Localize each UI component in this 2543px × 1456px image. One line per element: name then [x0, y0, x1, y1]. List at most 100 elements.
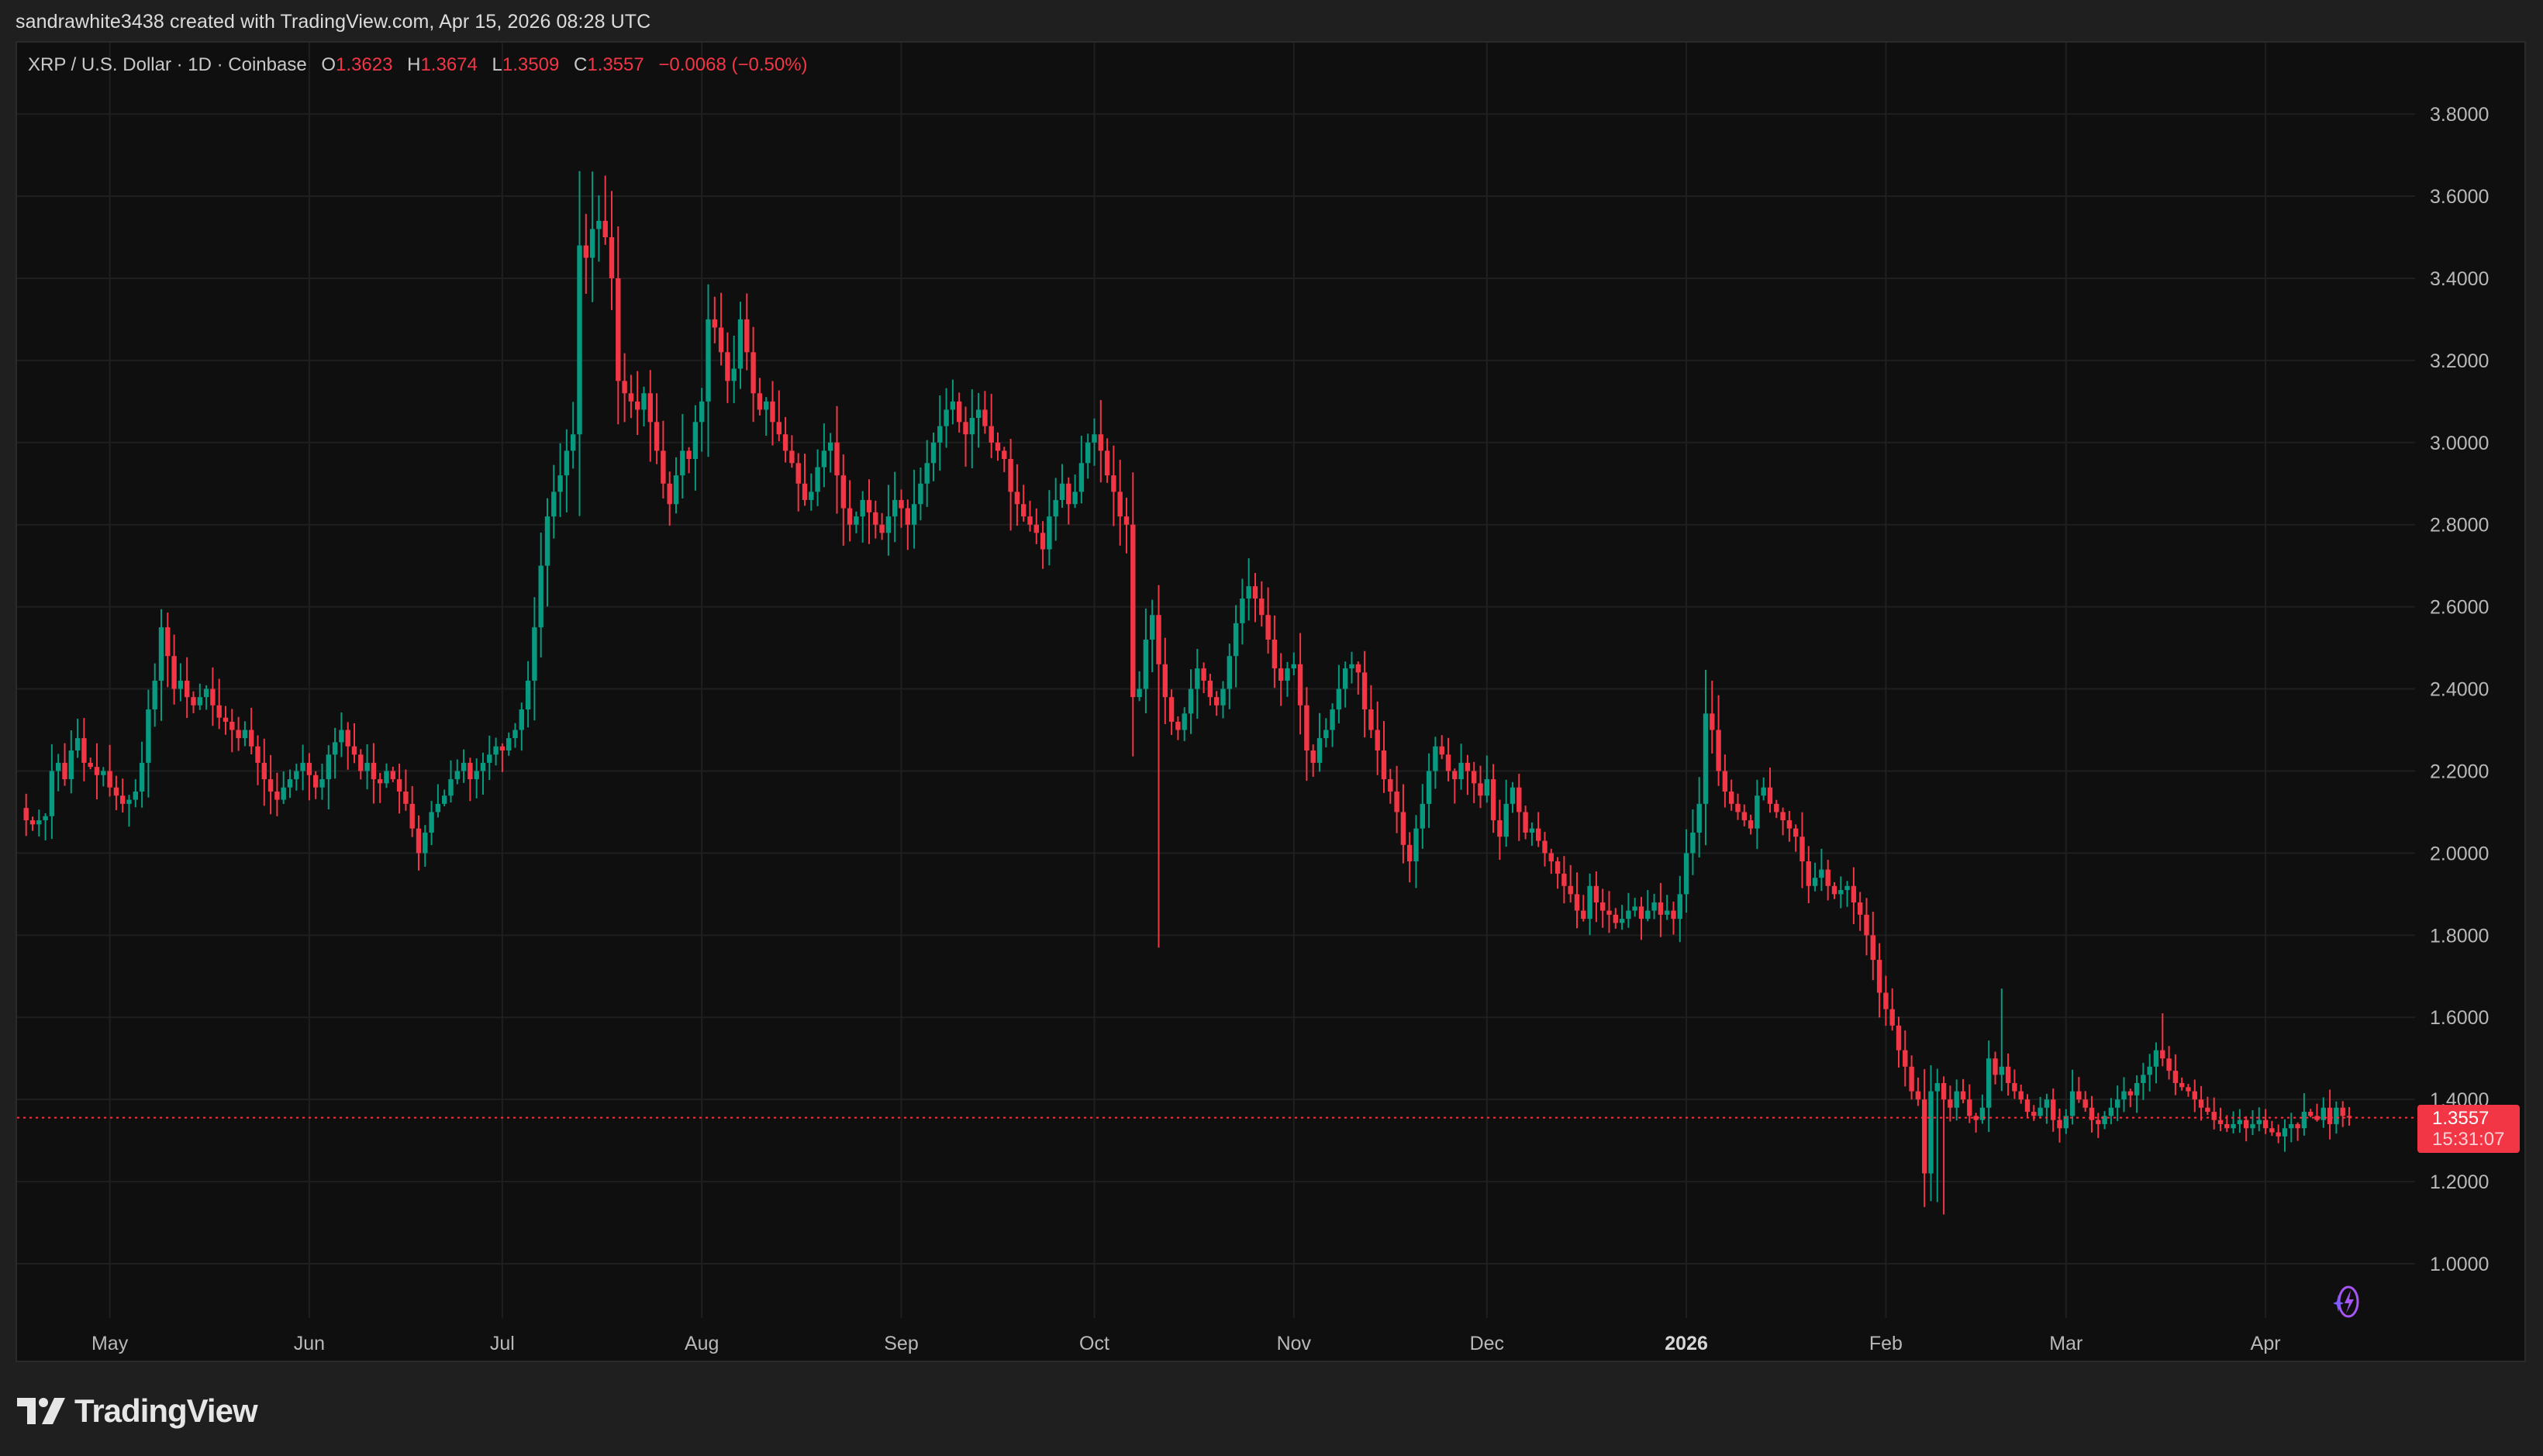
candle	[525, 680, 531, 710]
time-axis-label: Jul	[490, 1333, 515, 1354]
bar-countdown: 15:31:07	[2432, 1129, 2505, 1150]
candle	[1741, 812, 1747, 821]
last-price: 1.3557	[2432, 1108, 2490, 1129]
candle	[210, 688, 216, 706]
candle	[2186, 1087, 2191, 1092]
tradingview-logo[interactable]: TradingView	[17, 1392, 258, 1430]
candle	[390, 771, 395, 780]
candle	[532, 627, 537, 681]
candle	[544, 516, 550, 566]
candle	[120, 795, 126, 804]
candle	[538, 565, 543, 628]
candle	[1819, 869, 1824, 878]
tradingview-logo-icon	[17, 1398, 65, 1424]
candle	[854, 516, 859, 525]
candle	[229, 721, 235, 730]
candle	[975, 409, 982, 419]
candle	[2224, 1123, 2230, 1129]
candle	[1368, 709, 1374, 730]
candle	[589, 229, 595, 258]
symbol-title[interactable]: XRP / U.S. Dollar · 1D · Coinbase	[28, 54, 307, 75]
candle	[1729, 791, 1734, 804]
time-axis-label: 2026	[1665, 1333, 1708, 1354]
candle	[828, 442, 833, 451]
candle	[493, 746, 499, 755]
candle	[1503, 803, 1509, 837]
candle	[133, 791, 138, 800]
candle	[1677, 894, 1682, 919]
candle	[2134, 1082, 2140, 1095]
candle	[782, 434, 788, 451]
candle	[2005, 1066, 2011, 1083]
candle	[396, 779, 402, 792]
candle	[49, 771, 55, 816]
ai-assistant-lightning-icon[interactable]	[2323, 1282, 2369, 1321]
candle	[351, 746, 357, 755]
candle	[2198, 1099, 2204, 1108]
candle	[635, 401, 640, 410]
candle	[2166, 1058, 2172, 1071]
candle	[1645, 910, 1651, 919]
candle	[409, 803, 415, 829]
candle	[1568, 885, 1573, 895]
candle	[1967, 1099, 1972, 1116]
candle	[2057, 1120, 2062, 1129]
candle	[1581, 910, 1586, 919]
candle	[1574, 894, 1580, 911]
candle	[2082, 1099, 2088, 1108]
candle	[1587, 885, 1592, 919]
price-axis-label: 3.4000	[2430, 268, 2489, 290]
candle	[1465, 762, 1471, 771]
price-axis-label: 2.2000	[2430, 761, 2489, 782]
candle	[950, 401, 956, 410]
candle	[911, 504, 917, 525]
candle	[963, 422, 968, 435]
candle	[1928, 1091, 1934, 1174]
candle	[1896, 1025, 1902, 1051]
candle	[43, 816, 48, 821]
candle	[1156, 615, 1161, 664]
candle	[809, 492, 814, 500]
candle	[1883, 992, 1889, 1009]
candle	[571, 434, 576, 451]
candle	[1993, 1058, 1998, 1075]
candle	[512, 730, 518, 739]
candle	[750, 352, 756, 394]
candle	[757, 393, 763, 410]
candle	[957, 401, 962, 423]
candle	[1040, 533, 1046, 550]
candle	[1214, 697, 1220, 706]
price-axis-label: 1.0000	[2430, 1254, 2489, 1275]
candle	[1008, 458, 1013, 492]
candle	[1033, 524, 1039, 533]
candle	[1529, 828, 1535, 833]
candle	[1561, 873, 1567, 886]
candle	[113, 787, 119, 796]
candle	[1722, 771, 1728, 792]
candle	[860, 499, 865, 517]
candle	[2044, 1099, 2050, 1108]
candle	[2115, 1099, 2120, 1108]
time-axis-label: Dec	[1470, 1333, 1504, 1354]
candle	[609, 237, 615, 278]
candle	[924, 463, 930, 484]
candle	[454, 771, 460, 780]
candle	[1413, 828, 1419, 861]
candle	[2160, 1050, 2165, 1059]
symbol-legend: XRP / U.S. Dollar · 1D · Coinbase O1.362…	[28, 54, 808, 76]
candle	[236, 730, 241, 739]
candle	[1188, 688, 1194, 714]
candle	[1825, 869, 1830, 886]
candle	[1876, 960, 1882, 993]
candle	[423, 832, 428, 854]
chart-frame[interactable]	[16, 41, 2526, 1362]
candle	[1420, 803, 1425, 829]
candle	[2127, 1091, 2133, 1095]
candle	[1767, 787, 1773, 804]
candle	[989, 426, 994, 443]
candle	[255, 746, 261, 763]
time-axis-label: Nov	[1277, 1333, 1312, 1354]
candle	[2314, 1116, 2320, 1120]
candles	[23, 171, 2352, 1215]
